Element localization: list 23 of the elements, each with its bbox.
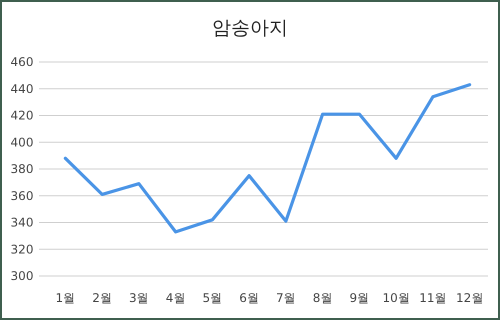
x-tick-label: 11월 (419, 291, 447, 305)
x-tick-label: 7월 (276, 291, 296, 305)
y-tick-label: 400 (10, 135, 34, 150)
line-series (64, 83, 472, 234)
y-tick-label: 340 (10, 216, 34, 230)
x-tick-label: 4월 (166, 291, 186, 305)
x-tick-label: 2월 (92, 291, 112, 305)
y-tick-label: 380 (10, 162, 34, 176)
y-tick-label: 440 (10, 82, 34, 96)
x-tick-label: 10월 (382, 291, 410, 305)
y-tick-label: 360 (10, 188, 34, 203)
x-tick-label: 9월 (350, 291, 370, 305)
x-tick-label: 3월 (129, 291, 149, 305)
y-tick-label: 300 (10, 269, 34, 283)
x-tick-label: 8월 (312, 291, 332, 305)
y-tick-label: 420 (10, 108, 34, 122)
y-tick-label: 320 (10, 242, 34, 256)
y-tick-label: 460 (10, 55, 34, 69)
x-tick-label: 6월 (239, 291, 259, 305)
x-tick-label: 1월 (56, 291, 76, 305)
chart-title: 암송아지 (212, 17, 288, 39)
x-tick-label: 12월 (456, 291, 484, 305)
x-tick-label: 5월 (202, 291, 222, 305)
